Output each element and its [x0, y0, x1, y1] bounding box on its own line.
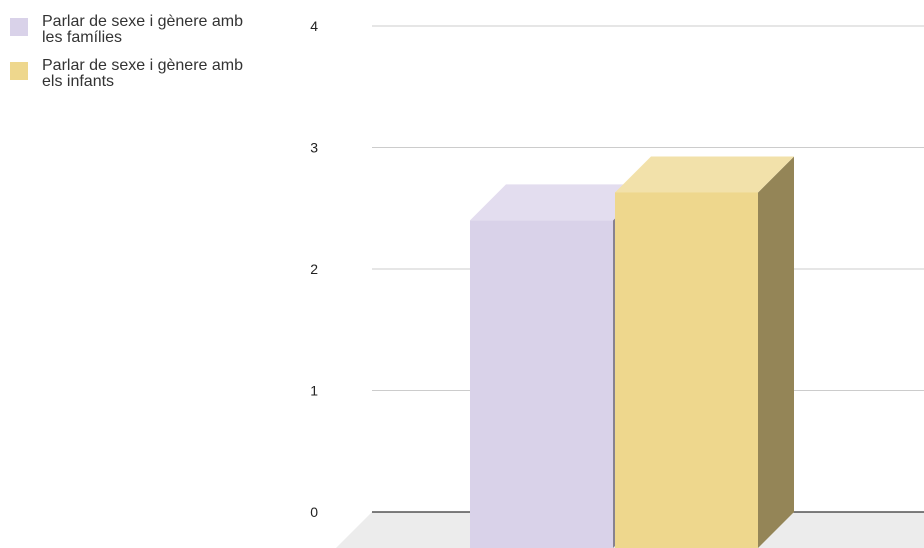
- y-tick-label: 4: [310, 18, 318, 34]
- bar-children: [615, 192, 758, 548]
- y-tick-label: 0: [310, 504, 318, 520]
- legend-swatch-families: [10, 18, 28, 36]
- legend-item-families[interactable]: Parlar de sexe i gènere amb les famílies: [10, 14, 260, 46]
- bar-side-children: [758, 156, 794, 548]
- y-tick-label: 3: [310, 140, 318, 156]
- bar-top-children: [615, 156, 794, 193]
- y-tick-label: 2: [310, 261, 318, 277]
- legend-label-families: Parlar de sexe i gènere amb les famílies: [42, 13, 243, 46]
- legend-swatch-children: [10, 62, 28, 80]
- legend-label-children: Parlar de sexe i gènere amb els infants: [42, 57, 243, 90]
- bar-families: [470, 220, 613, 548]
- legend: Parlar de sexe i gènere amb les famílies…: [10, 14, 260, 102]
- y-tick-label: 1: [310, 383, 318, 399]
- bar-top-families: [470, 184, 649, 221]
- legend-item-children[interactable]: Parlar de sexe i gènere amb els infants: [10, 58, 260, 90]
